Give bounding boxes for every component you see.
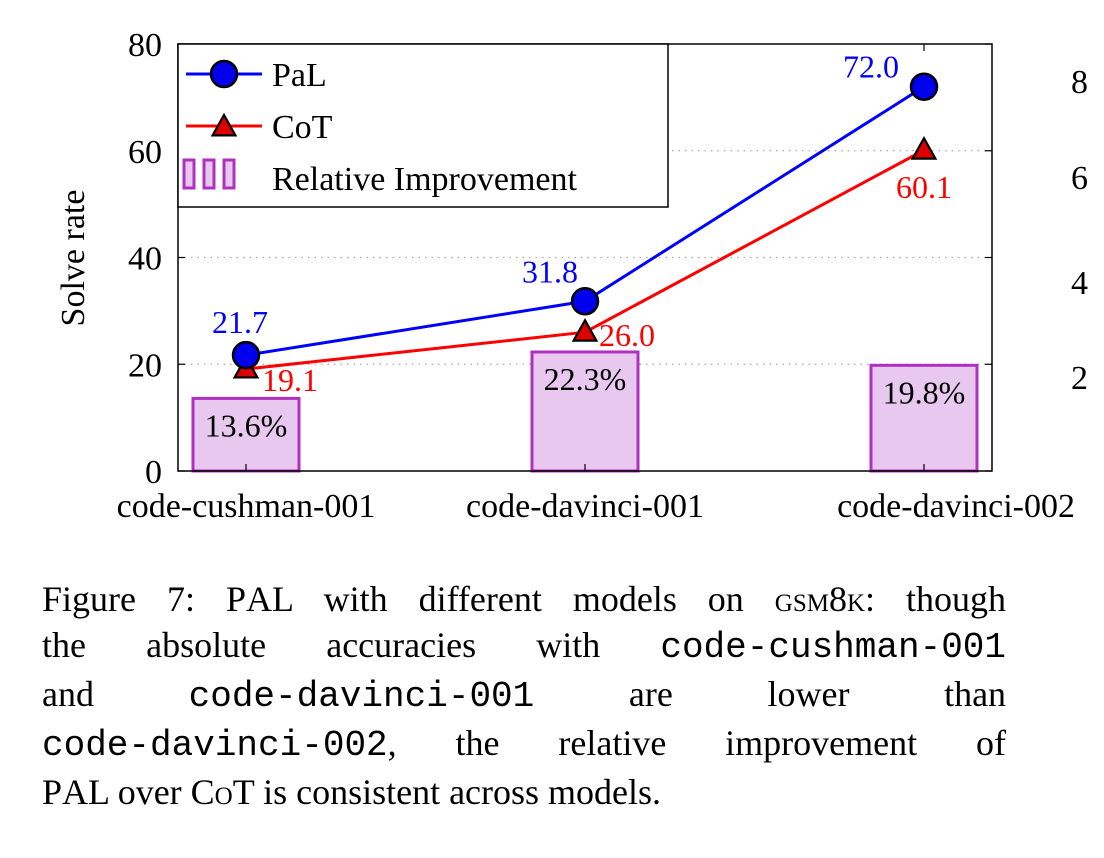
legend-bar-swatch [222,158,236,190]
y-tick-label: 80 [128,27,162,64]
caption-text: with different models on [292,579,775,619]
cot-o: o [214,772,233,812]
figure-label: Figure 7: [42,579,195,619]
pal-value-label: 72.0 [843,49,899,85]
cot-t: T [232,772,255,812]
legend-bar-swatch [202,158,216,190]
caption-line-4: code-davinci-002, the relative improveme… [42,720,1006,769]
bar [191,396,301,473]
pal-l: L [88,772,109,812]
model-name: code-davinci-001 [188,676,535,717]
caption-line-3: and code-davinci-001 are lower than [42,671,1006,720]
caption-text: and [42,674,94,714]
pal-l: L [271,579,293,619]
caption-line-2: the absolute accuracies with code-cushma… [42,622,1006,671]
cot-value-label: 26.0 [599,317,655,353]
cot-marker [910,135,938,160]
bar-value-label: 19.8% [883,374,966,410]
caption-text: is consistent across models. [254,772,662,812]
caption-line-1: Figure 7: PAL with different models on g… [42,576,1006,622]
model-name: code-cushman-001 [660,627,1006,668]
pal-value-label: 31.8 [522,253,578,289]
x-tick-label: code-cushman-001 [117,488,376,525]
bar-value-label: 13.6% [205,407,288,443]
clipped-tick-label: 6 [1071,160,1088,197]
legend-pal-label: PaL [272,57,327,94]
caption-text: , the relative improvement of [387,723,1006,763]
pal-p: P [42,772,63,812]
pal-marker [909,72,939,101]
y-tick-label: 20 [128,347,162,384]
pal-marker [231,340,261,370]
caption-text: the absolute accuracies with [42,625,661,665]
bars [191,350,979,473]
pal-a: A [62,772,89,812]
dataset-name: gsm8k [774,579,866,619]
y-axis-label: Solve rate [55,190,92,327]
caption-text: over [108,772,191,812]
bar [530,350,640,473]
y-tick-label: 0 [145,454,162,491]
x-tick-label: code-davinci-002 [837,488,1075,525]
pal-p: P [225,579,246,619]
cot-c: C [190,772,215,812]
model-name: code-davinci-002 [42,725,388,766]
y-axis: 0 20 40 60 80 [128,27,992,491]
pal-a: A [245,579,272,619]
legend: PaL CoT Relative Improvement [177,43,669,208]
caption-line-5: PAL over CoT is consistent across models… [42,769,1006,815]
cot-marker [210,112,238,137]
caption-text: than [944,674,1007,714]
caption-text: : though [865,579,1006,619]
legend-bar-swatch [182,158,196,190]
x-tick-label: code-davinci-001 [466,488,704,525]
y-tick-label: 40 [128,241,162,278]
clipped-tick-label: 4 [1071,265,1088,302]
cot-value-label: 60.1 [896,169,952,205]
bar-value-label: 22.3% [544,361,627,397]
legend-cot-label: CoT [272,109,333,146]
cot-value-label: 19.1 [262,362,318,398]
clipped-tick-label: 2 [1071,360,1088,397]
bar-labels: 13.6% 22.3% 19.8% [205,361,966,443]
y-tick-label: 60 [128,134,162,171]
pal-marker [570,287,600,316]
cot-marker [571,317,599,342]
x-axis: code-cushman-001 code-davinci-001 code-dav… [117,44,1075,525]
clipped-tick-label: 8 [1071,64,1088,101]
clipped-adjacent-figure: 8 6 4 2 [1065,40,1104,410]
legend-bar-label: Relative Improvement [272,161,578,198]
pal-value-label: 21.7 [212,304,268,340]
chart: 13.6% 22.3% 19.8% 21.7 31.8 72.0 19.1 26.0 60.1… [55,27,1075,525]
caption-text: are [628,674,673,714]
figure-caption: Figure 7: PAL with different models on g… [42,576,1006,815]
caption-text: lower [767,674,850,714]
series-markers [231,72,939,379]
point-labels: 21.7 31.8 72.0 19.1 26.0 60.1 [212,49,952,398]
legend-pal-marker [209,59,239,89]
